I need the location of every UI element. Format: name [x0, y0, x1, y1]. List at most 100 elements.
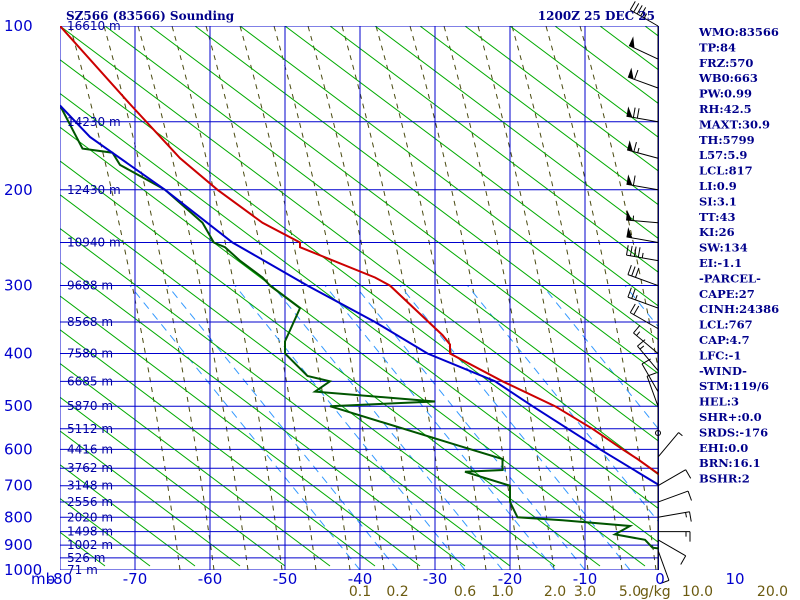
chart-title: SZ566 (83566) Sounding: [66, 9, 235, 23]
index-item: SHR+:0.0: [699, 410, 762, 424]
pressure-tick-label: 100: [4, 17, 33, 35]
pressure-tick-label: 400: [4, 345, 33, 363]
pressure-tick-label: 600: [4, 440, 33, 458]
mixing-ratio-line: [324, 285, 556, 570]
wind-barb: [641, 358, 659, 392]
mixing-ratio-tick-label: 10.0: [682, 584, 713, 600]
temperature-line: [60, 26, 659, 476]
mixing-ratio-tick-label: 0.2: [386, 584, 408, 600]
mixing-ratio-tick-label: 5.0: [619, 584, 641, 600]
temperature-tick-label: -30: [423, 570, 448, 588]
index-item: WMO:83566: [698, 25, 779, 39]
index-item: -WIND-: [699, 364, 747, 378]
index-item: BSHR:2: [699, 472, 750, 486]
height-label: 4416 m: [67, 442, 113, 456]
height-label: 8568 m: [67, 315, 113, 329]
pressure-tick-label: 500: [4, 397, 33, 415]
dry-adiabat: [509, 26, 659, 139]
moist-adiabat: [443, 26, 555, 570]
dry-adiabat: [554, 26, 659, 105]
index-item: BRN:16.1: [699, 456, 761, 470]
wind-barb: [626, 210, 659, 224]
pressure-tick-label: 900: [4, 536, 33, 554]
temperature-tick-label: -50: [273, 570, 298, 588]
dry-adiabat: [374, 26, 659, 240]
height-label: 9688 m: [67, 279, 113, 293]
moist-adiabat: [477, 26, 589, 570]
index-item: LCL:767: [699, 318, 753, 332]
mixing-ratio-unit: g/kg: [640, 584, 671, 600]
height-label: 3148 m: [67, 479, 113, 493]
wind-barb: [646, 372, 659, 407]
wind-barb: [658, 531, 691, 542]
wind-barb: [657, 490, 692, 503]
temperature-tick-label: -40: [348, 570, 373, 588]
index-item: LFC:-1: [699, 348, 741, 362]
wind-barb: [627, 67, 659, 89]
index-item: TT:43: [699, 210, 736, 224]
height-label: 10940 m: [67, 235, 121, 249]
temperature-tick-label: -80: [48, 570, 73, 588]
wind-barb: [657, 539, 687, 565]
wind-barb: [626, 140, 659, 159]
moist-adiabat: [579, 26, 659, 377]
height-label: 526 m: [67, 551, 105, 565]
moist-adiabat: [545, 26, 657, 570]
index-item: L57:5.9: [699, 148, 747, 162]
wind-barb: [637, 339, 659, 371]
dry-adiabat: [419, 26, 659, 206]
moist-adiabats: [69, 26, 659, 570]
index-item: KI:26: [699, 225, 735, 239]
dry-adiabat: [60, 396, 286, 567]
temperature-tick-label: -10: [573, 570, 598, 588]
temperature-tick-label: -20: [498, 570, 523, 588]
dry-adiabat: [60, 464, 196, 567]
moist-adiabat: [375, 26, 487, 570]
moist-adiabat: [511, 26, 623, 570]
moist-adiabat: [171, 26, 283, 570]
index-item: HEL:3: [699, 395, 739, 409]
dry-adiabat: [60, 59, 659, 510]
wind-barb: [657, 469, 692, 487]
dry-adiabat: [329, 26, 659, 274]
wind-barb: [657, 550, 670, 585]
dry-adiabat: [194, 26, 659, 375]
temperature-tick-label: 0: [655, 570, 665, 588]
height-label: 12430 m: [67, 183, 121, 197]
index-item: WB0:663: [698, 71, 758, 85]
mixing-ratio-tick-label: 1.0: [491, 584, 513, 600]
index-item: CAPE:27: [699, 287, 755, 301]
moist-adiabat: [409, 26, 521, 570]
index-item: SW:134: [699, 241, 748, 255]
index-item: RH:42.5: [699, 102, 752, 116]
index-item: CINH:24386: [699, 302, 779, 316]
labels: SZ566 (83566) Sounding 1200Z 25 DEC 25 1…: [4, 9, 788, 600]
wind-barb: [657, 432, 683, 458]
index-item: STM:119/6: [699, 379, 769, 393]
wind-barb: [627, 287, 659, 309]
pressure-tick-label: 200: [4, 181, 33, 199]
x-axis-title: mb: [31, 570, 55, 588]
index-item: SRDS:-176: [699, 425, 768, 439]
height-label: 5112 m: [67, 422, 113, 436]
mixing-ratio-tick-label: 0.6: [454, 584, 476, 600]
height-label: 71 m: [67, 563, 98, 577]
pressure-tick-label: 700: [4, 477, 33, 495]
dry-adiabat: [60, 430, 241, 567]
height-label: 2556 m: [67, 495, 113, 509]
moist-adiabat: [69, 26, 181, 570]
height-label: 16610 m: [67, 19, 121, 33]
parcel-line: [60, 104, 659, 487]
height-label: 6685 m: [67, 374, 113, 388]
wind-barb-calm: [655, 430, 661, 437]
dry-adiabat: [104, 26, 659, 443]
mixing-ratio-line: [354, 285, 586, 570]
wind-barb: [626, 174, 659, 191]
pressure-tick-label: 1000: [4, 561, 42, 579]
dewpoint-line: [60, 105, 659, 550]
mixing-ratio-line: [234, 285, 466, 570]
index-item: SI:3.1: [699, 194, 737, 208]
index-item: MAXT:30.9: [699, 117, 770, 131]
profiles: [60, 26, 659, 550]
mixing-ratio-tick-label: 20.0: [757, 584, 788, 600]
